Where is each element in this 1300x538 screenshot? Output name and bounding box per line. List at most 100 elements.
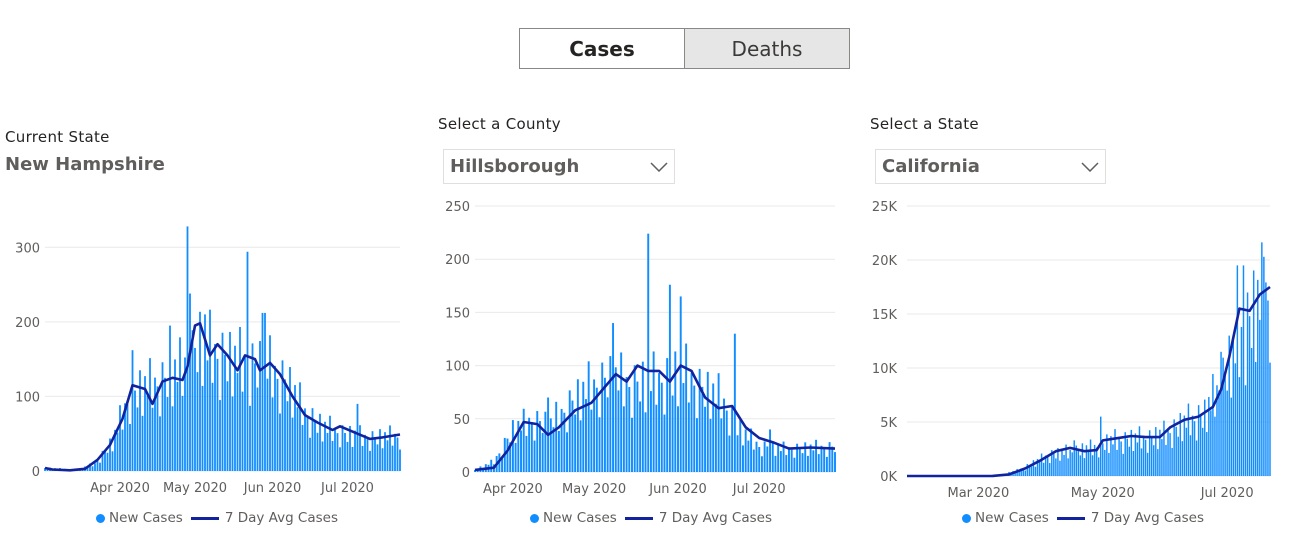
new-cases-bar[interactable] <box>1144 439 1147 476</box>
new-cases-bar[interactable] <box>798 447 801 472</box>
new-cases-bar[interactable] <box>1120 441 1122 476</box>
new-cases-bar[interactable] <box>211 382 214 471</box>
new-cases-bar[interactable] <box>216 358 219 471</box>
new-cases-bar[interactable] <box>1165 444 1167 476</box>
new-cases-bar[interactable] <box>777 444 780 472</box>
new-cases-bar[interactable] <box>603 377 606 472</box>
new-cases-bar[interactable] <box>1161 439 1163 476</box>
new-cases-bar[interactable] <box>522 408 525 472</box>
new-cases-bar[interactable] <box>1018 471 1020 476</box>
new-cases-bar[interactable] <box>1140 448 1143 476</box>
new-cases-bar[interactable] <box>1081 443 1084 476</box>
new-cases-bar[interactable] <box>538 421 541 472</box>
new-cases-bar[interactable] <box>1026 464 1029 476</box>
new-cases-bar[interactable] <box>264 312 266 471</box>
new-cases-bar[interactable] <box>742 445 744 472</box>
seven-day-avg-line[interactable] <box>44 322 401 472</box>
new-cases-bar[interactable] <box>1259 319 1261 476</box>
new-cases-bar[interactable] <box>1044 455 1047 476</box>
new-cases-bar[interactable] <box>812 450 815 472</box>
new-cases-bar[interactable] <box>159 416 161 471</box>
new-cases-bar[interactable] <box>566 432 568 472</box>
new-cases-bar[interactable] <box>731 405 734 472</box>
new-cases-bar[interactable] <box>1136 442 1139 476</box>
new-cases-bar[interactable] <box>1228 335 1230 476</box>
new-cases-bar[interactable] <box>1051 450 1053 476</box>
new-cases-bar[interactable] <box>1224 371 1226 476</box>
new-cases-bar[interactable] <box>636 381 639 472</box>
new-cases-bar[interactable] <box>501 457 504 472</box>
new-cases-bar[interactable] <box>744 429 747 472</box>
new-cases-bar[interactable] <box>391 445 394 471</box>
new-cases-bar[interactable] <box>214 344 216 471</box>
new-cases-bar[interactable] <box>344 432 346 471</box>
seven-day-avg-line[interactable] <box>474 364 836 472</box>
new-cases-bar[interactable] <box>206 360 209 471</box>
new-cases-bar[interactable] <box>1071 452 1073 476</box>
new-cases-bar[interactable] <box>329 415 331 471</box>
new-cases-bar[interactable] <box>677 406 679 472</box>
new-cases-bar[interactable] <box>394 433 396 471</box>
new-cases-bar[interactable] <box>1128 446 1131 476</box>
new-cases-bar[interactable] <box>1038 461 1041 476</box>
new-cases-bar[interactable] <box>254 363 256 471</box>
new-cases-bar[interactable] <box>790 449 793 472</box>
new-cases-bar[interactable] <box>1197 405 1200 476</box>
new-cases-bar[interactable] <box>1122 453 1124 476</box>
new-cases-bar[interactable] <box>1110 436 1112 476</box>
new-cases-bar[interactable] <box>319 413 321 471</box>
new-cases-bar[interactable] <box>1187 403 1190 476</box>
new-cases-bar[interactable] <box>1042 462 1045 476</box>
new-cases-bar[interactable] <box>269 335 271 471</box>
new-cases-bar[interactable] <box>557 430 560 472</box>
new-cases-bar[interactable] <box>755 441 758 472</box>
new-cases-bar[interactable] <box>763 441 766 472</box>
new-cases-bar[interactable] <box>1159 429 1161 476</box>
new-cases-bar[interactable] <box>359 425 361 471</box>
new-cases-bar[interactable] <box>579 420 582 472</box>
new-cases-bar[interactable] <box>698 368 701 472</box>
new-cases-bar[interactable] <box>1083 458 1086 476</box>
new-cases-bar[interactable] <box>1265 282 1267 476</box>
new-cases-bar[interactable] <box>647 233 650 472</box>
new-cases-bar[interactable] <box>1102 443 1104 476</box>
new-cases-bar[interactable] <box>733 333 736 472</box>
new-cases-bar[interactable] <box>279 413 281 471</box>
new-cases-bar[interactable] <box>139 370 141 471</box>
new-cases-bar[interactable] <box>511 420 514 472</box>
new-cases-bar[interactable] <box>1242 265 1245 476</box>
new-cases-bar[interactable] <box>717 373 720 472</box>
new-cases-bar[interactable] <box>106 452 109 471</box>
new-cases-bar[interactable] <box>806 455 809 472</box>
new-cases-bar[interactable] <box>299 382 301 471</box>
new-cases-bar[interactable] <box>351 446 354 471</box>
new-cases-bar[interactable] <box>246 251 249 471</box>
new-cases-bar[interactable] <box>181 395 184 471</box>
new-cases-bar[interactable] <box>1061 449 1063 476</box>
new-cases-bar[interactable] <box>289 367 291 471</box>
new-cases-bar[interactable] <box>1028 464 1031 476</box>
new-cases-bar[interactable] <box>1093 444 1096 476</box>
new-cases-bar[interactable] <box>1210 410 1212 476</box>
new-cases-bar[interactable] <box>249 405 251 471</box>
new-cases-bar[interactable] <box>296 407 299 471</box>
new-cases-bar[interactable] <box>154 377 156 471</box>
new-cases-bar[interactable] <box>750 428 753 472</box>
new-cases-bar[interactable] <box>695 418 698 472</box>
new-cases-bar[interactable] <box>658 373 661 472</box>
new-cases-bar[interactable] <box>1206 432 1208 476</box>
new-cases-bar[interactable] <box>284 379 286 471</box>
new-cases-bar[interactable] <box>782 441 785 472</box>
new-cases-bar[interactable] <box>119 405 121 471</box>
new-cases-bar[interactable] <box>1150 437 1153 476</box>
new-cases-bar[interactable] <box>336 433 339 471</box>
new-cases-bar[interactable] <box>1116 449 1118 476</box>
new-cases-bar[interactable] <box>671 395 674 472</box>
new-cases-bar[interactable] <box>259 341 261 471</box>
new-cases-bar[interactable] <box>649 391 652 472</box>
new-cases-bar[interactable] <box>520 430 522 472</box>
new-cases-bar[interactable] <box>631 417 633 472</box>
new-cases-bar[interactable] <box>201 385 204 471</box>
new-cases-bar[interactable] <box>369 450 371 471</box>
new-cases-bar[interactable] <box>641 361 644 472</box>
